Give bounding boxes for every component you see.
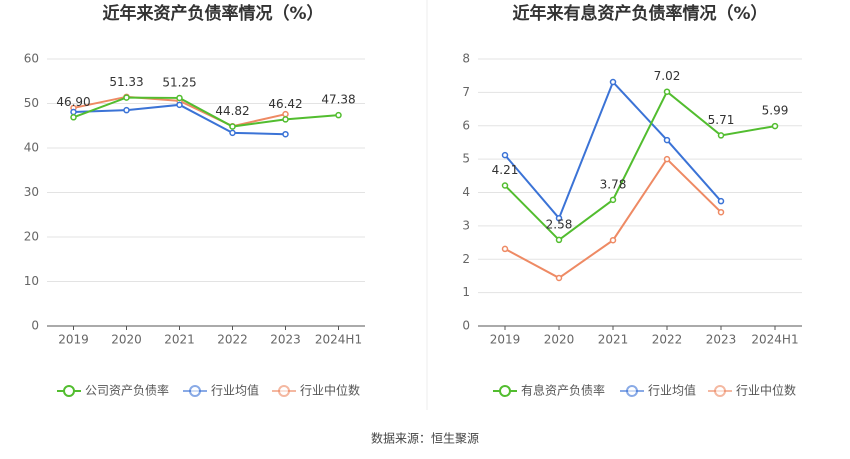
legend-icon [278, 385, 290, 397]
y-tick-label: 5 [462, 152, 470, 166]
point [717, 208, 725, 216]
x-tick-label: 2020 [544, 333, 575, 347]
y-tick-label: 60 [24, 52, 39, 66]
y-tick-label: 3 [462, 218, 470, 232]
legend-label: 有息资产负债率 [521, 383, 605, 398]
y-tick-label: 6 [462, 118, 470, 132]
legend-icon [63, 385, 75, 397]
point [501, 151, 509, 159]
point [70, 114, 77, 121]
point [609, 78, 617, 86]
data-label: 51.25 [162, 75, 196, 89]
point [771, 122, 779, 130]
y-tick-label: 10 [24, 274, 39, 288]
data-label: 44.82 [215, 104, 249, 118]
y-tick-label: 1 [462, 285, 470, 299]
data-label: 2.58 [546, 217, 573, 231]
point [609, 196, 617, 204]
point [282, 130, 289, 138]
data-label: 46.42 [268, 97, 302, 111]
x-tick-label: 2024H1 [315, 333, 362, 347]
source: 数据来源：恒生聚源 [371, 431, 479, 446]
x-tick-label: 2020 [111, 333, 142, 347]
y-tick-label: 2 [462, 252, 470, 266]
point [555, 214, 563, 222]
point [282, 116, 289, 123]
legend-icon [626, 385, 638, 397]
data-label: 3.78 [600, 177, 627, 191]
data-label: 5.71 [708, 113, 735, 127]
point [176, 94, 183, 102]
series-line [73, 103, 286, 136]
point [176, 101, 183, 109]
y-tick-label: 0 [31, 319, 39, 333]
x-tick-label: 2023 [270, 333, 301, 347]
data-label: 7.02 [654, 69, 681, 83]
y-tick-label: 40 [24, 141, 39, 155]
point [229, 123, 236, 130]
legend-icon [189, 385, 201, 397]
legend-label: 行业中位数 [300, 383, 360, 398]
point [717, 197, 725, 205]
y-tick-label: 8 [462, 52, 470, 66]
point [663, 136, 671, 144]
x-tick-label: 2022 [217, 333, 248, 347]
series-line [504, 90, 776, 242]
legend-icon [499, 385, 511, 397]
point [555, 274, 563, 282]
legend-label: 行业均值 [648, 383, 696, 398]
x-tick-label: 2023 [706, 333, 737, 347]
data-label: 51.33 [109, 75, 143, 89]
y-tick-label: 30 [24, 185, 39, 199]
point [555, 236, 563, 244]
chart-title: 近年来资产负债率情况（%） [102, 3, 323, 24]
point [609, 236, 617, 244]
legend-label: 行业均值 [211, 383, 259, 398]
legend-label: 行业中位数 [736, 383, 796, 398]
legend-icon [714, 385, 726, 397]
point [123, 94, 130, 101]
y-tick-label: 20 [24, 230, 39, 244]
x-tick-label: 2022 [652, 333, 683, 347]
point [282, 110, 289, 118]
y-tick-label: 7 [462, 85, 470, 99]
point [501, 182, 509, 189]
data-label: 4.21 [492, 163, 519, 177]
point [70, 108, 77, 116]
x-tick-label: 2021 [598, 333, 629, 347]
data-label: 5.99 [762, 104, 789, 118]
data-label: 47.38 [321, 93, 355, 107]
point [229, 129, 236, 137]
chart-title: 近年来有息资产负债率情况（%） [512, 3, 767, 24]
point [335, 111, 342, 119]
legend-label: 公司资产负债率 [85, 383, 169, 398]
point [123, 106, 130, 114]
series-line [73, 96, 339, 128]
x-tick-label: 2021 [164, 333, 195, 347]
point [663, 88, 671, 95]
x-tick-label: 2019 [58, 333, 89, 347]
data-label: 46.90 [56, 95, 90, 109]
point [663, 155, 671, 163]
x-tick-label: 2019 [490, 333, 521, 347]
x-tick-label: 2024H1 [751, 333, 798, 347]
y-tick-label: 4 [462, 185, 470, 199]
y-tick-label: 50 [24, 96, 39, 110]
point [717, 132, 725, 139]
y-tick-label: 0 [462, 319, 470, 333]
point [501, 245, 509, 253]
